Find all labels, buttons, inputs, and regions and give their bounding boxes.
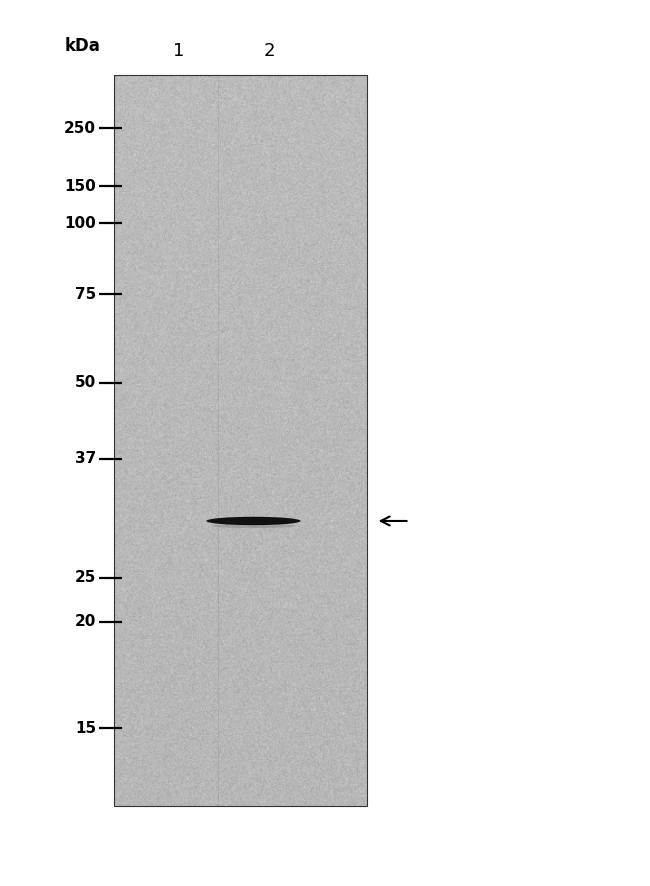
Ellipse shape bbox=[207, 517, 300, 525]
Ellipse shape bbox=[211, 524, 296, 528]
Text: 15: 15 bbox=[75, 721, 96, 735]
Text: 150: 150 bbox=[64, 179, 96, 193]
Text: 2: 2 bbox=[264, 43, 276, 60]
Text: 20: 20 bbox=[75, 615, 96, 629]
Text: 75: 75 bbox=[75, 287, 96, 301]
Text: 25: 25 bbox=[75, 571, 96, 585]
Text: 50: 50 bbox=[75, 376, 96, 390]
Text: 100: 100 bbox=[64, 216, 96, 230]
Bar bbox=[114, 75, 367, 806]
Text: 250: 250 bbox=[64, 121, 96, 136]
Text: 37: 37 bbox=[75, 452, 96, 466]
Text: 1: 1 bbox=[173, 43, 185, 60]
Text: kDa: kDa bbox=[65, 37, 101, 55]
